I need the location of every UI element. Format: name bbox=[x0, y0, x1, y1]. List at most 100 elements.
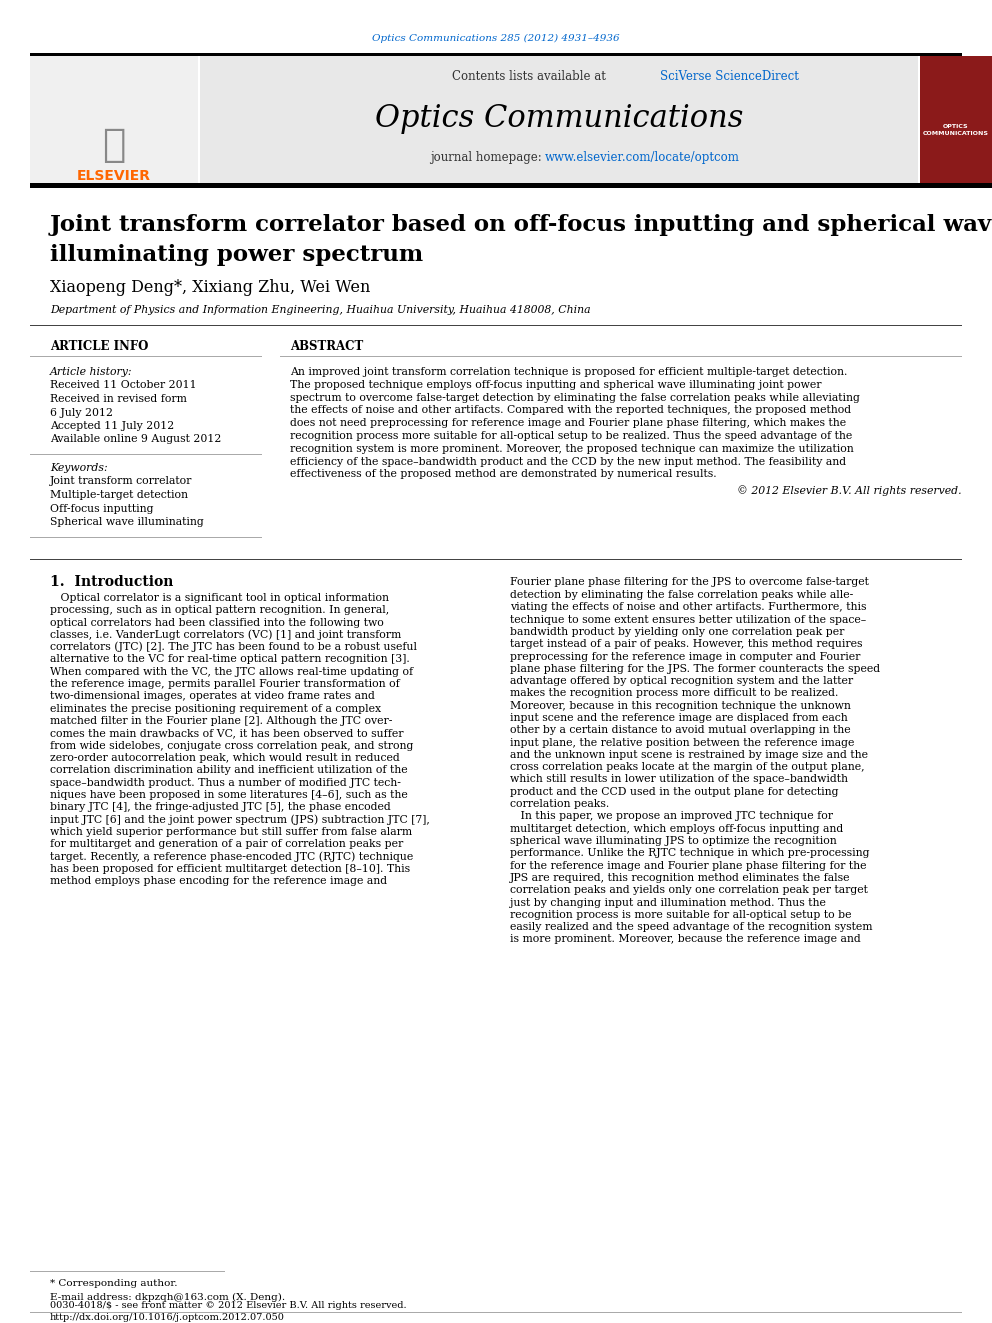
Text: cross correlation peaks locate at the margin of the output plane,: cross correlation peaks locate at the ma… bbox=[510, 762, 865, 773]
Text: eliminates the precise positioning requirement of a complex: eliminates the precise positioning requi… bbox=[50, 704, 381, 713]
Text: ELSEVIER: ELSEVIER bbox=[77, 169, 151, 183]
Text: Article history:: Article history: bbox=[50, 366, 133, 377]
Text: binary JTC [4], the fringe-adjusted JTC [5], the phase encoded: binary JTC [4], the fringe-adjusted JTC … bbox=[50, 802, 391, 812]
Text: spherical wave illuminating JPS to optimize the recognition: spherical wave illuminating JPS to optim… bbox=[510, 836, 836, 845]
Text: Off-focus inputting: Off-focus inputting bbox=[50, 504, 154, 513]
Text: Received 11 October 2011: Received 11 October 2011 bbox=[50, 381, 196, 390]
Text: SciVerse ScienceDirect: SciVerse ScienceDirect bbox=[660, 70, 799, 82]
Text: recognition process more suitable for all-optical setup to be realized. Thus the: recognition process more suitable for al… bbox=[290, 431, 852, 441]
Text: journal homepage:: journal homepage: bbox=[430, 152, 546, 164]
Text: Accepted 11 July 2012: Accepted 11 July 2012 bbox=[50, 421, 175, 431]
Text: optical correlators had been classified into the following two: optical correlators had been classified … bbox=[50, 618, 384, 627]
Text: correlation peaks.: correlation peaks. bbox=[510, 799, 609, 810]
Text: correlation peaks and yields only one correlation peak per target: correlation peaks and yields only one co… bbox=[510, 885, 868, 896]
Text: 1.  Introduction: 1. Introduction bbox=[50, 576, 174, 589]
Text: processing, such as in optical pattern recognition. In general,: processing, such as in optical pattern r… bbox=[50, 606, 389, 615]
Text: spectrum to overcome false-target detection by eliminating the false correlation: spectrum to overcome false-target detect… bbox=[290, 393, 860, 402]
Text: input JTC [6] and the joint power spectrum (JPS) subtraction JTC [7],: input JTC [6] and the joint power spectr… bbox=[50, 814, 430, 824]
Text: correlation discrimination ability and inefficient utilization of the: correlation discrimination ability and i… bbox=[50, 765, 408, 775]
Text: comes the main drawbacks of VC, it has been observed to suffer: comes the main drawbacks of VC, it has b… bbox=[50, 728, 404, 738]
Text: Optics Communications: Optics Communications bbox=[375, 102, 743, 134]
Text: makes the recognition process more difficult to be realized.: makes the recognition process more diffi… bbox=[510, 688, 838, 699]
Text: technique to some extent ensures better utilization of the space–: technique to some extent ensures better … bbox=[510, 615, 866, 624]
Text: performance. Unlike the RJTC technique in which pre-processing: performance. Unlike the RJTC technique i… bbox=[510, 848, 870, 859]
Bar bbox=[30, 324, 962, 325]
Text: does not need preprocessing for reference image and Fourier plane phase filterin: does not need preprocessing for referenc… bbox=[290, 418, 846, 429]
Bar bbox=[30, 183, 992, 188]
Text: alternative to the VC for real-time optical pattern recognition [3].: alternative to the VC for real-time opti… bbox=[50, 655, 410, 664]
Text: Received in revised form: Received in revised form bbox=[50, 394, 186, 404]
Text: 6 July 2012: 6 July 2012 bbox=[50, 407, 113, 418]
Text: In this paper, we propose an improved JTC technique for: In this paper, we propose an improved JT… bbox=[510, 811, 833, 822]
Bar bbox=[200, 56, 918, 183]
Text: which still results in lower utilization of the space–bandwidth: which still results in lower utilization… bbox=[510, 774, 848, 785]
Text: Optical correlator is a significant tool in optical information: Optical correlator is a significant tool… bbox=[50, 593, 389, 603]
Bar bbox=[920, 56, 992, 183]
Text: easily realized and the speed advantage of the recognition system: easily realized and the speed advantage … bbox=[510, 922, 873, 933]
Text: * Corresponding author.: * Corresponding author. bbox=[50, 1279, 178, 1289]
Text: the effects of noise and other artifacts. Compared with the reported techniques,: the effects of noise and other artifacts… bbox=[290, 405, 851, 415]
Text: just by changing input and illumination method. Thus the: just by changing input and illumination … bbox=[510, 897, 826, 908]
Text: efficiency of the space–bandwidth product and the CCD by the new input method. T: efficiency of the space–bandwidth produc… bbox=[290, 456, 846, 467]
Text: When compared with the VC, the JTC allows real-time updating of: When compared with the VC, the JTC allow… bbox=[50, 667, 413, 677]
Text: niques have been proposed in some literatures [4–6], such as the: niques have been proposed in some litera… bbox=[50, 790, 408, 800]
Text: Joint transform correlator: Joint transform correlator bbox=[50, 476, 192, 487]
Text: Moreover, because in this recognition technique the unknown: Moreover, because in this recognition te… bbox=[510, 701, 851, 710]
Text: recognition system is more prominent. Moreover, the proposed technique can maxim: recognition system is more prominent. Mo… bbox=[290, 443, 854, 454]
Text: OPTICS
COMMUNICATIONS: OPTICS COMMUNICATIONS bbox=[923, 124, 989, 136]
Text: illuminating power spectrum: illuminating power spectrum bbox=[50, 243, 424, 266]
Text: matched filter in the Fourier plane [2]. Although the JTC over-: matched filter in the Fourier plane [2].… bbox=[50, 716, 393, 726]
Text: viating the effects of noise and other artifacts. Furthermore, this: viating the effects of noise and other a… bbox=[510, 602, 866, 613]
Text: E-mail address: dkpzqh@163.com (X. Deng).: E-mail address: dkpzqh@163.com (X. Deng)… bbox=[50, 1293, 285, 1302]
Text: 0030-4018/$ - see front matter © 2012 Elsevier B.V. All rights reserved.: 0030-4018/$ - see front matter © 2012 El… bbox=[50, 1302, 407, 1311]
Text: and the unknown input scene is restrained by image size and the: and the unknown input scene is restraine… bbox=[510, 750, 868, 759]
Text: zero-order autocorrelation peak, which would result in reduced: zero-order autocorrelation peak, which w… bbox=[50, 753, 400, 763]
Text: Multiple-target detection: Multiple-target detection bbox=[50, 490, 188, 500]
Text: ARTICLE INFO: ARTICLE INFO bbox=[50, 340, 149, 353]
Text: the reference image, permits parallel Fourier transformation of: the reference image, permits parallel Fo… bbox=[50, 679, 400, 689]
Text: Department of Physics and Information Engineering, Huaihua University, Huaihua 4: Department of Physics and Information En… bbox=[50, 306, 590, 315]
Text: effectiveness of the proposed method are demonstrated by numerical results.: effectiveness of the proposed method are… bbox=[290, 470, 716, 479]
Text: bandwidth product by yielding only one correlation peak per: bandwidth product by yielding only one c… bbox=[510, 627, 844, 636]
Text: which yield superior performance but still suffer from false alarm: which yield superior performance but sti… bbox=[50, 827, 412, 836]
Text: input scene and the reference image are displaced from each: input scene and the reference image are … bbox=[510, 713, 848, 722]
Text: is more prominent. Moreover, because the reference image and: is more prominent. Moreover, because the… bbox=[510, 934, 861, 945]
Text: multitarget detection, which employs off-focus inputting and: multitarget detection, which employs off… bbox=[510, 824, 843, 833]
Bar bbox=[30, 56, 198, 183]
Text: from wide sidelobes, conjugate cross correlation peak, and strong: from wide sidelobes, conjugate cross cor… bbox=[50, 741, 414, 750]
Bar bbox=[30, 558, 962, 560]
Text: two-dimensional images, operates at video frame rates and: two-dimensional images, operates at vide… bbox=[50, 692, 375, 701]
Text: input plane, the relative position between the reference image: input plane, the relative position betwe… bbox=[510, 738, 854, 747]
Text: product and the CCD used in the output plane for detecting: product and the CCD used in the output p… bbox=[510, 787, 838, 796]
Text: classes, i.e. VanderLugt correlators (VC) [1] and joint transform: classes, i.e. VanderLugt correlators (VC… bbox=[50, 630, 401, 640]
Text: http://dx.doi.org/10.1016/j.optcom.2012.07.050: http://dx.doi.org/10.1016/j.optcom.2012.… bbox=[50, 1314, 285, 1323]
Text: detection by eliminating the false correlation peaks while alle-: detection by eliminating the false corre… bbox=[510, 590, 853, 601]
Text: www.elsevier.com/locate/optcom: www.elsevier.com/locate/optcom bbox=[545, 152, 740, 164]
Text: Keywords:: Keywords: bbox=[50, 463, 107, 474]
Text: © 2012 Elsevier B.V. All rights reserved.: © 2012 Elsevier B.V. All rights reserved… bbox=[737, 484, 962, 496]
Text: for multitarget and generation of a pair of correlation peaks per: for multitarget and generation of a pair… bbox=[50, 839, 404, 849]
Text: Contents lists available at: Contents lists available at bbox=[452, 70, 610, 82]
Text: recognition process is more suitable for all-optical setup to be: recognition process is more suitable for… bbox=[510, 910, 851, 919]
Text: JPS are required, this recognition method eliminates the false: JPS are required, this recognition metho… bbox=[510, 873, 850, 882]
Text: target instead of a pair of peaks. However, this method requires: target instead of a pair of peaks. Howev… bbox=[510, 639, 862, 650]
Text: An improved joint transform correlation technique is proposed for efficient mult: An improved joint transform correlation … bbox=[290, 366, 847, 377]
Text: advantage offered by optical recognition system and the latter: advantage offered by optical recognition… bbox=[510, 676, 853, 687]
Text: Xiaopeng Deng*, Xixiang Zhu, Wei Wen: Xiaopeng Deng*, Xixiang Zhu, Wei Wen bbox=[50, 279, 370, 296]
Text: for the reference image and Fourier plane phase filtering for the: for the reference image and Fourier plan… bbox=[510, 860, 866, 871]
Text: Optics Communications 285 (2012) 4931–4936: Optics Communications 285 (2012) 4931–49… bbox=[372, 33, 620, 42]
Text: Spherical wave illuminating: Spherical wave illuminating bbox=[50, 517, 203, 527]
Text: correlators (JTC) [2]. The JTC has been found to be a robust useful: correlators (JTC) [2]. The JTC has been … bbox=[50, 642, 417, 652]
Text: Fourier plane phase filtering for the JPS to overcome false-target: Fourier plane phase filtering for the JP… bbox=[510, 577, 869, 587]
Text: has been proposed for efficient multitarget detection [8–10]. This: has been proposed for efficient multitar… bbox=[50, 864, 410, 873]
Bar bbox=[30, 53, 962, 56]
Text: other by a certain distance to avoid mutual overlapping in the: other by a certain distance to avoid mut… bbox=[510, 725, 850, 736]
Text: Available online 9 August 2012: Available online 9 August 2012 bbox=[50, 434, 221, 445]
Text: method employs phase encoding for the reference image and: method employs phase encoding for the re… bbox=[50, 876, 387, 886]
Text: target. Recently, a reference phase-encoded JTC (RJTC) technique: target. Recently, a reference phase-enco… bbox=[50, 851, 414, 861]
Text: plane phase filtering for the JPS. The former counteracts the speed: plane phase filtering for the JPS. The f… bbox=[510, 664, 880, 673]
Text: The proposed technique employs off-focus inputting and spherical wave illuminati: The proposed technique employs off-focus… bbox=[290, 380, 821, 390]
Text: space–bandwidth product. Thus a number of modified JTC tech-: space–bandwidth product. Thus a number o… bbox=[50, 778, 401, 787]
Text: ABSTRACT: ABSTRACT bbox=[290, 340, 363, 353]
Text: 🌳: 🌳 bbox=[102, 126, 126, 164]
